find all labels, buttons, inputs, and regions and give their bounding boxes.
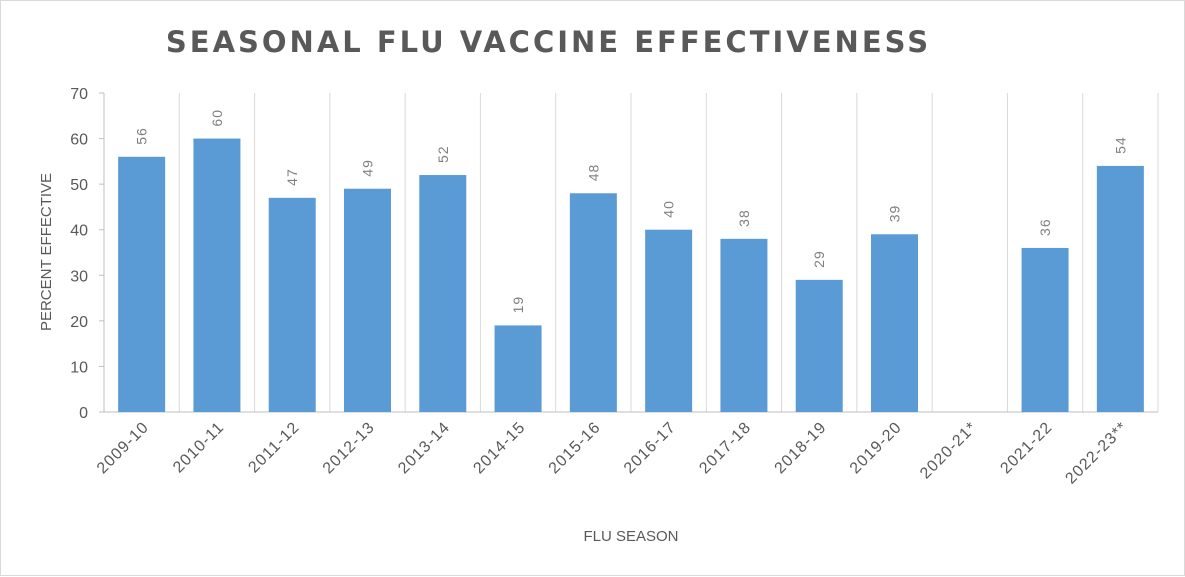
y-axis-title: PERCENT EFFECTIVE [38,173,55,331]
bar [1096,165,1144,412]
x-tick-label: 2017-18 [696,419,754,477]
data-label: 47 [284,168,300,186]
bar [419,175,467,412]
data-label: 36 [1037,218,1053,236]
y-tick-label: 70 [70,86,88,103]
bar [268,197,316,412]
bar [494,325,542,412]
y-tick-label: 20 [70,314,88,331]
x-tick-label: 2016-17 [621,419,679,477]
data-label: 39 [887,205,903,223]
data-label: 54 [1112,136,1128,154]
bar [795,279,843,412]
bar [720,238,768,412]
data-label: 19 [510,296,526,314]
data-label: 56 [134,127,150,145]
bar [193,138,241,413]
data-label: 60 [209,109,225,127]
x-tick-label: 2011-12 [245,419,303,477]
data-label: 29 [811,250,827,268]
bar [118,156,166,412]
x-tick-label: 2015-16 [546,419,604,477]
bar [569,193,617,412]
x-tick-label: 2009-10 [94,419,152,477]
x-tick-label: 2014-15 [470,419,528,477]
x-tick-label: 2018-19 [772,419,830,477]
x-tick-label: 2022-23** [1062,419,1131,488]
y-tick-label: 50 [70,177,88,194]
data-label: 49 [360,159,376,177]
chart-title: SEASONAL FLU VACCINE EFFECTIVENESS [165,25,932,59]
x-axis-title: FLU SEASON [583,528,678,545]
y-tick-label: 0 [79,405,88,422]
data-label: 38 [736,209,752,227]
y-tick-label: 60 [70,132,88,149]
x-tick-label: 2020-21* [917,419,981,483]
x-tick-label: 2021-22 [997,419,1055,477]
bar [344,188,391,412]
y-tick-label: 30 [70,268,88,285]
x-tick-label: 2010-11 [170,419,228,477]
data-label: 40 [661,200,677,218]
data-label: 52 [435,145,451,163]
x-tick-label: 2019-20 [847,419,905,477]
bar [871,234,918,412]
bar [1021,247,1069,412]
y-tick-label: 10 [70,359,88,376]
bar [645,229,693,412]
x-tick-label: 2013-14 [395,419,453,477]
x-tick-label: 2012-13 [320,419,378,477]
y-tick-label: 40 [70,223,88,240]
data-label: 48 [585,164,601,182]
